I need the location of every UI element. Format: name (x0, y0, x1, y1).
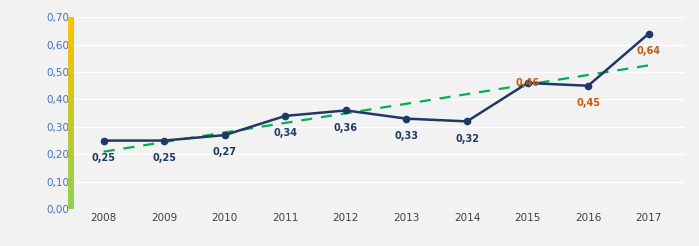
Text: 0,33: 0,33 (394, 131, 419, 141)
Text: 0,25: 0,25 (152, 153, 176, 163)
Text: 0,36: 0,36 (334, 123, 358, 133)
Text: 0,34: 0,34 (273, 128, 297, 138)
Text: 0,45: 0,45 (576, 98, 600, 108)
Text: 0,25: 0,25 (92, 153, 115, 163)
Text: 0,64: 0,64 (637, 46, 661, 56)
Text: 0,32: 0,32 (455, 134, 479, 144)
Text: 0,27: 0,27 (212, 147, 237, 157)
Text: 0,46: 0,46 (516, 77, 540, 88)
